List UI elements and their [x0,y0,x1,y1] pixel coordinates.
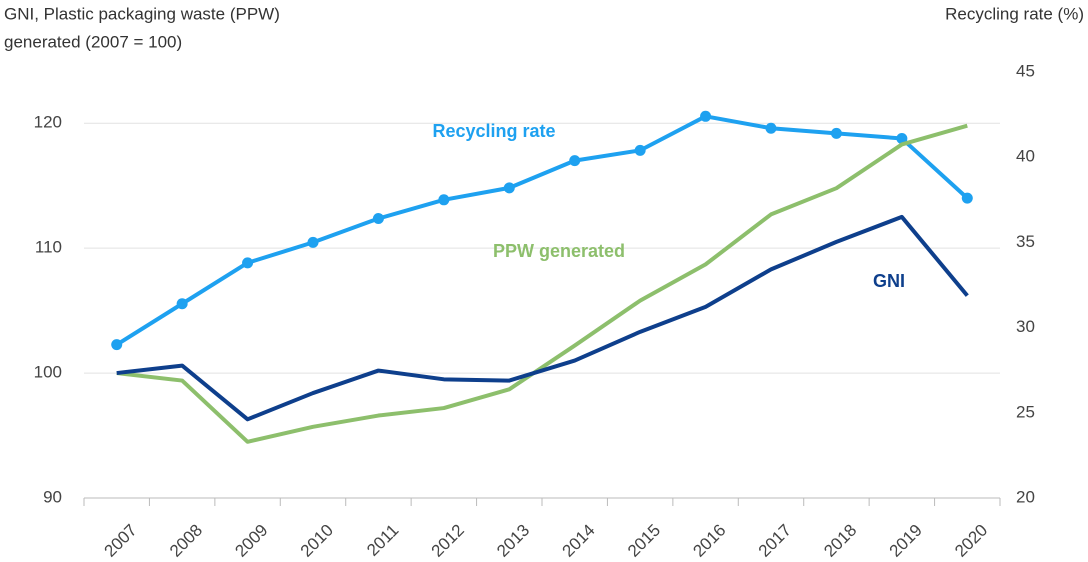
x-tick-label: 2019 [886,521,926,561]
chart-title: generated (2007 = 100) [4,32,182,51]
series-label: Recycling rate [432,121,555,141]
y2-tick-label: 40 [1016,147,1035,166]
y2-axis-title: Recycling rate (%) [945,4,1084,23]
data-point [569,155,581,167]
data-point [111,339,123,351]
data-point [765,122,777,134]
x-tick-label: 2009 [231,521,271,561]
data-point [372,213,384,225]
data-point [830,127,842,139]
series-label: PPW generated [493,241,625,261]
data-point [961,192,973,204]
data-point [438,194,450,206]
y2-tick-label: 25 [1016,402,1035,421]
series-label: GNI [873,271,905,291]
x-tick-label: 2008 [166,521,206,561]
series-line [115,114,969,347]
series-line [116,214,969,422]
y-tick-label: 110 [35,238,62,257]
x-tick-label: 2018 [820,521,860,561]
x-tick-label: 2015 [624,521,664,561]
data-point [307,236,319,248]
data-point [896,132,908,144]
data-point [242,257,254,269]
y-tick-label: 100 [34,363,62,382]
x-tick-label: 2013 [493,521,533,561]
x-tick-label: 2010 [297,521,337,561]
data-point [700,110,712,122]
chart-title: GNI, Plastic packaging waste (PPW) [4,4,280,23]
x-tick-label: 2017 [755,521,795,561]
data-point [503,182,515,194]
y2-tick-label: 30 [1016,317,1035,336]
series-line [116,123,968,444]
x-tick-label: 2016 [689,521,729,561]
y-tick-label: 120 [34,113,62,132]
x-tick-label: 2012 [428,521,468,561]
x-tick-label: 2014 [559,521,599,561]
data-point [634,144,646,156]
y-tick-label: 90 [43,487,62,506]
x-tick-label: 2011 [363,521,402,560]
y2-tick-label: 20 [1016,487,1035,506]
data-point [176,298,188,310]
x-tick-label: 2007 [101,521,141,561]
x-tick-label: 2020 [951,521,991,561]
y2-tick-label: 45 [1016,61,1035,80]
y2-tick-label: 35 [1016,232,1035,251]
